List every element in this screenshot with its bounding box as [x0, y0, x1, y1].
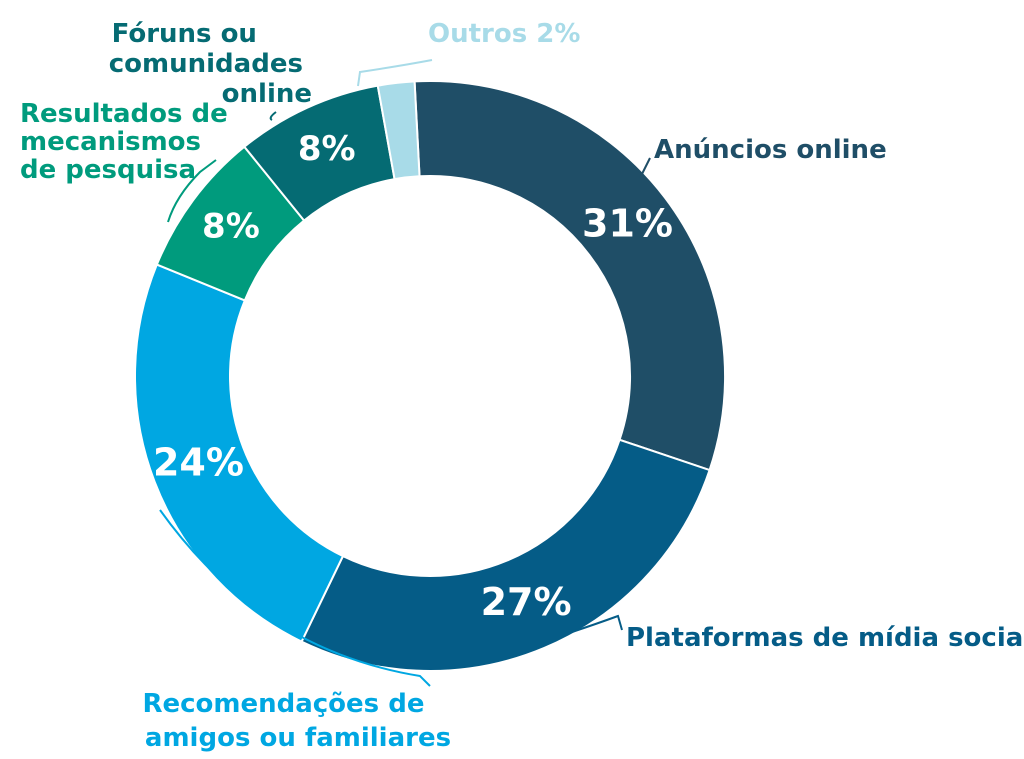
slice-1	[300, 438, 711, 672]
slice-5	[376, 80, 421, 181]
chart-slices	[134, 80, 726, 672]
value-labels: 31% 27% 24% 8% 8%	[153, 129, 673, 624]
label-plataformas: Plataformas de mídia social	[626, 623, 1024, 653]
label-resultados-line3: de pesquisa	[20, 155, 196, 185]
value-label-3: 8%	[202, 207, 260, 247]
label-recomendacoes-line2: amigos ou familiares	[145, 723, 451, 753]
label-outros: Outros 2%	[428, 19, 580, 49]
bracket-plataformas	[571, 614, 623, 633]
value-label-0: 31%	[582, 202, 673, 246]
label-resultados-line1: Resultados de	[20, 99, 228, 129]
bracket-anuncios	[639, 157, 651, 179]
value-label-2: 24%	[153, 440, 244, 484]
label-foruns: Fóruns ou comunidades online	[109, 19, 312, 109]
label-resultados: Resultados de mecanismos de pesquisa	[20, 99, 237, 185]
label-recomendacoes: Recomendações de amigos ou familiares	[142, 689, 451, 753]
bracket-foruns	[269, 111, 277, 121]
slice-0	[413, 80, 726, 472]
label-foruns-line3: online	[222, 79, 312, 109]
label-foruns-line1: Fóruns ou	[112, 19, 257, 49]
value-label-1: 27%	[481, 580, 572, 624]
label-resultados-line2: mecanismos	[20, 127, 201, 157]
value-label-4: 8%	[298, 129, 356, 169]
bracket-recomendacoes	[159, 509, 431, 687]
label-brackets	[159, 59, 651, 687]
bracket-resultados	[167, 159, 217, 223]
bracket-outros	[357, 59, 433, 87]
label-recomendacoes-line1: Recomendações de	[142, 689, 424, 719]
label-anuncios: Anúncios online	[654, 135, 887, 165]
label-foruns-line2: comunidades	[109, 49, 303, 79]
